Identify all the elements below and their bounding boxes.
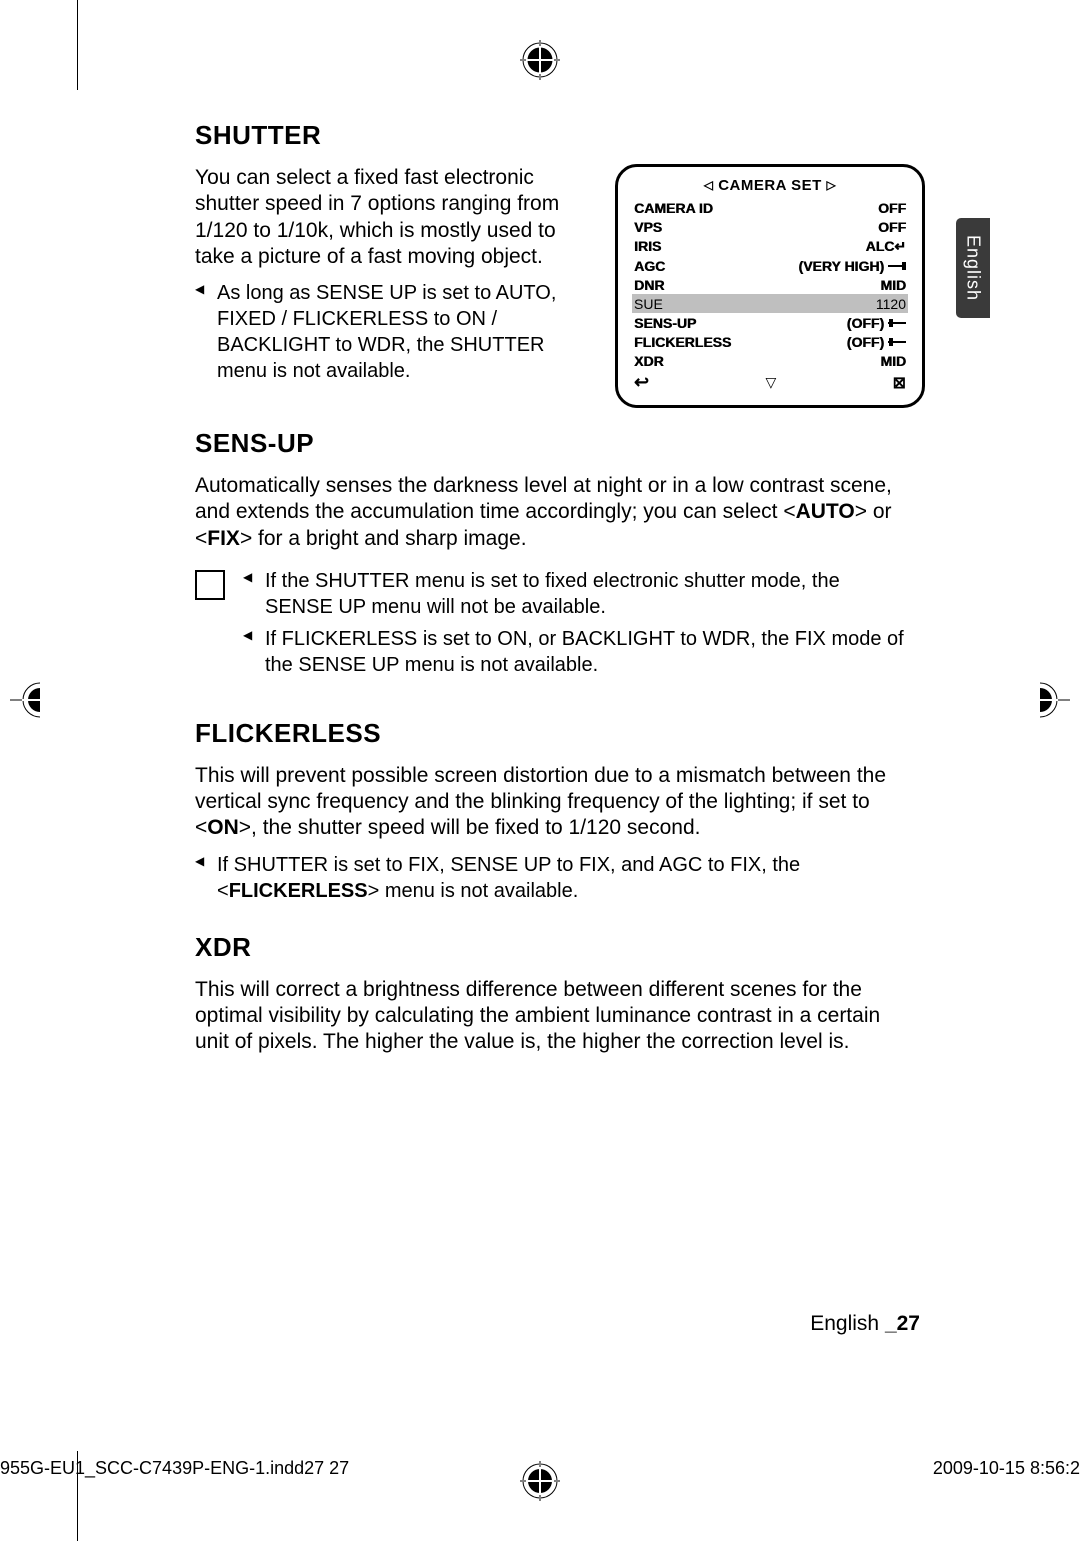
language-tab: English [956,218,990,318]
note-sensup-2: If FLICKERLESS is set to ON, or BACKLIGH… [243,626,910,678]
heading-xdr: XDR [195,932,910,963]
print-meta-right: 2009-10-15 8:56:2 [933,1458,1080,1479]
body-xdr: This will correct a brightness differenc… [195,977,910,1056]
heading-shutter: SHUTTER [195,120,910,151]
heading-sensup: SENS-UP [195,428,910,459]
note-shutter: As long as SENSE UP is set to AUTO, FIXE… [195,280,595,384]
note-sensup-1: If the SHUTTER menu is set to fixed elec… [243,568,910,620]
crop-guide-line [77,0,78,90]
crop-mark-left [10,680,40,720]
crop-mark-right [1040,680,1070,720]
page-footer: English _27 [810,1312,920,1336]
body-flicker: This will prevent possible screen distor… [195,763,910,842]
language-tab-label: English [963,235,984,301]
body-shutter: You can select a fixed fast electronic s… [195,165,595,270]
crop-mark-top [520,40,560,80]
note-icon [195,570,225,600]
note-flicker: If SHUTTER is set to FIX, SENSE UP to FI… [195,852,910,904]
print-meta-left: 955G-EU1_SCC-C7439P-ENG-1.indd27 27 [0,1458,349,1479]
heading-flicker: FLICKERLESS [195,718,910,749]
crop-mark-bottom [520,1461,560,1501]
body-sensup: Automatically senses the darkness level … [195,473,910,552]
